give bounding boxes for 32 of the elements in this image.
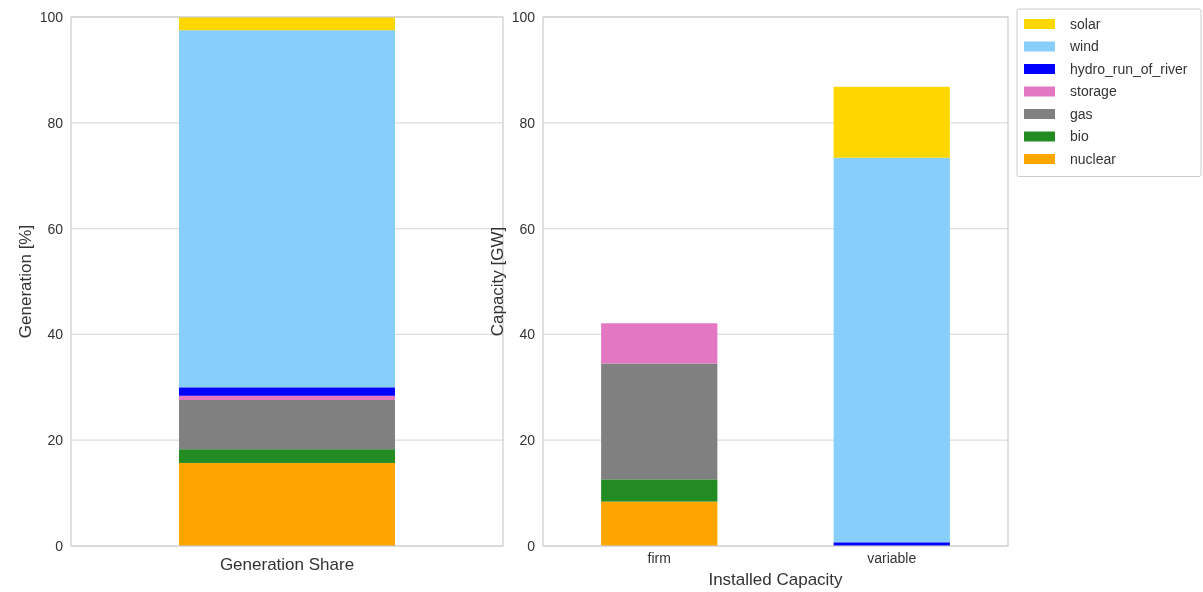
legend-label: wind	[1069, 38, 1099, 55]
bar	[179, 395, 395, 400]
y-tick-label: 40	[47, 326, 64, 343]
bar	[179, 30, 395, 388]
bar	[179, 449, 395, 463]
y-tick-label: 100	[511, 8, 536, 25]
x-axis-title: Installed Capacity	[708, 570, 844, 589]
y-tick-label: 100	[39, 8, 64, 25]
y-tick-label: 40	[519, 326, 536, 343]
legend-label: hydro_run_of_river	[1070, 60, 1188, 77]
legend-label: bio	[1070, 128, 1089, 145]
y-axis-title: Capacity [GW]	[488, 226, 507, 337]
bar	[179, 462, 395, 546]
legend-label: storage	[1070, 83, 1117, 100]
y-tick-label: 0	[55, 537, 64, 554]
y-tick-label: 80	[47, 114, 64, 131]
x-tick-label: firm	[647, 550, 671, 566]
y-tick-label: 80	[519, 114, 536, 131]
legend-label: nuclear	[1070, 150, 1117, 167]
y-tick-label: 20	[519, 432, 536, 449]
bar	[179, 400, 395, 450]
legend-label: solar	[1070, 15, 1101, 32]
y-tick-label: 20	[47, 432, 64, 449]
y-axis-title: Generation [%]	[16, 224, 35, 339]
y-tick-label: 60	[519, 220, 536, 237]
bar	[179, 17, 395, 31]
legend-label: gas	[1070, 105, 1093, 122]
bar	[179, 387, 395, 396]
y-tick-label: 60	[47, 220, 64, 237]
x-tick-label: variable	[867, 550, 917, 566]
x-tick-label: Generation Share	[219, 555, 355, 574]
y-tick-label: 0	[527, 537, 536, 554]
